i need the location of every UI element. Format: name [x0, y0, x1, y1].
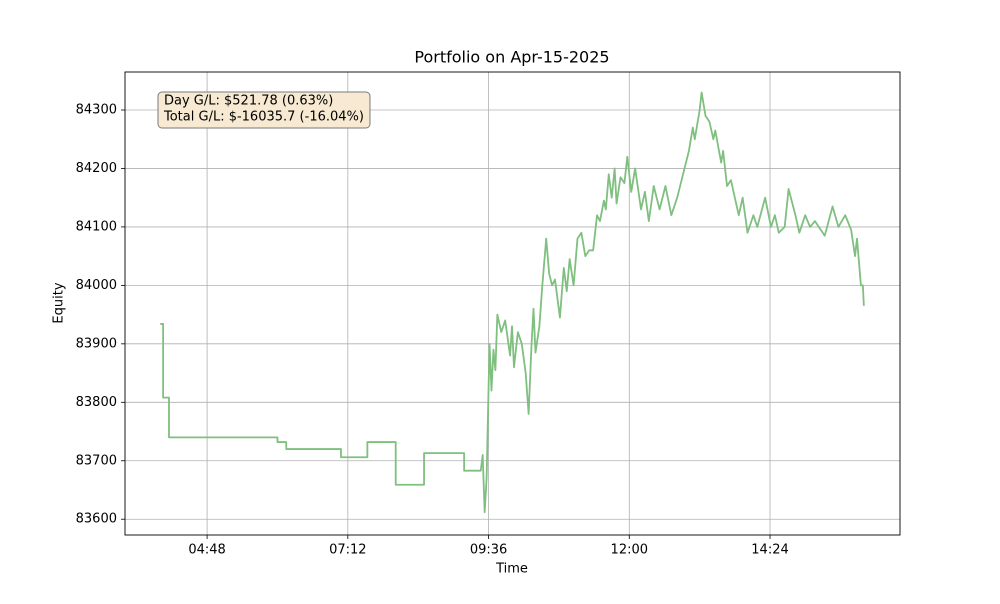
equity-line: [160, 91, 865, 514]
x-tick-label: 12:00: [611, 543, 648, 558]
annotation-text: Total G/L: $-16035.7 (-16.04%): [163, 110, 364, 125]
y-tick-label: 84000: [76, 278, 117, 293]
x-tick-label: 09:36: [470, 543, 507, 558]
y-tick-label: 83700: [76, 453, 117, 468]
annotation: Day G/L: $521.78 (0.63%)Total G/L: $-160…: [157, 91, 371, 129]
chart-title: Portfolio on Apr-15-2025: [414, 48, 609, 67]
y-tick-label: 84300: [76, 102, 117, 117]
x-tick-label: 14:24: [751, 543, 788, 558]
annotation-text: Day G/L: $521.78 (0.63%): [164, 94, 333, 109]
x-axis-label: Time: [495, 562, 528, 577]
x-tick-label: 07:12: [329, 543, 366, 558]
y-tick-label: 83600: [76, 512, 117, 527]
y-tick-label: 84200: [76, 161, 117, 176]
y-tick-label: 83900: [76, 336, 117, 351]
x-tick-label: 04:48: [188, 543, 225, 558]
y-tick-label: 83800: [76, 395, 117, 410]
y-axis-label: Equity: [52, 282, 67, 323]
plot-frame: [124, 71, 901, 536]
y-tick-label: 84100: [76, 219, 117, 234]
annotation-box: [157, 91, 371, 129]
